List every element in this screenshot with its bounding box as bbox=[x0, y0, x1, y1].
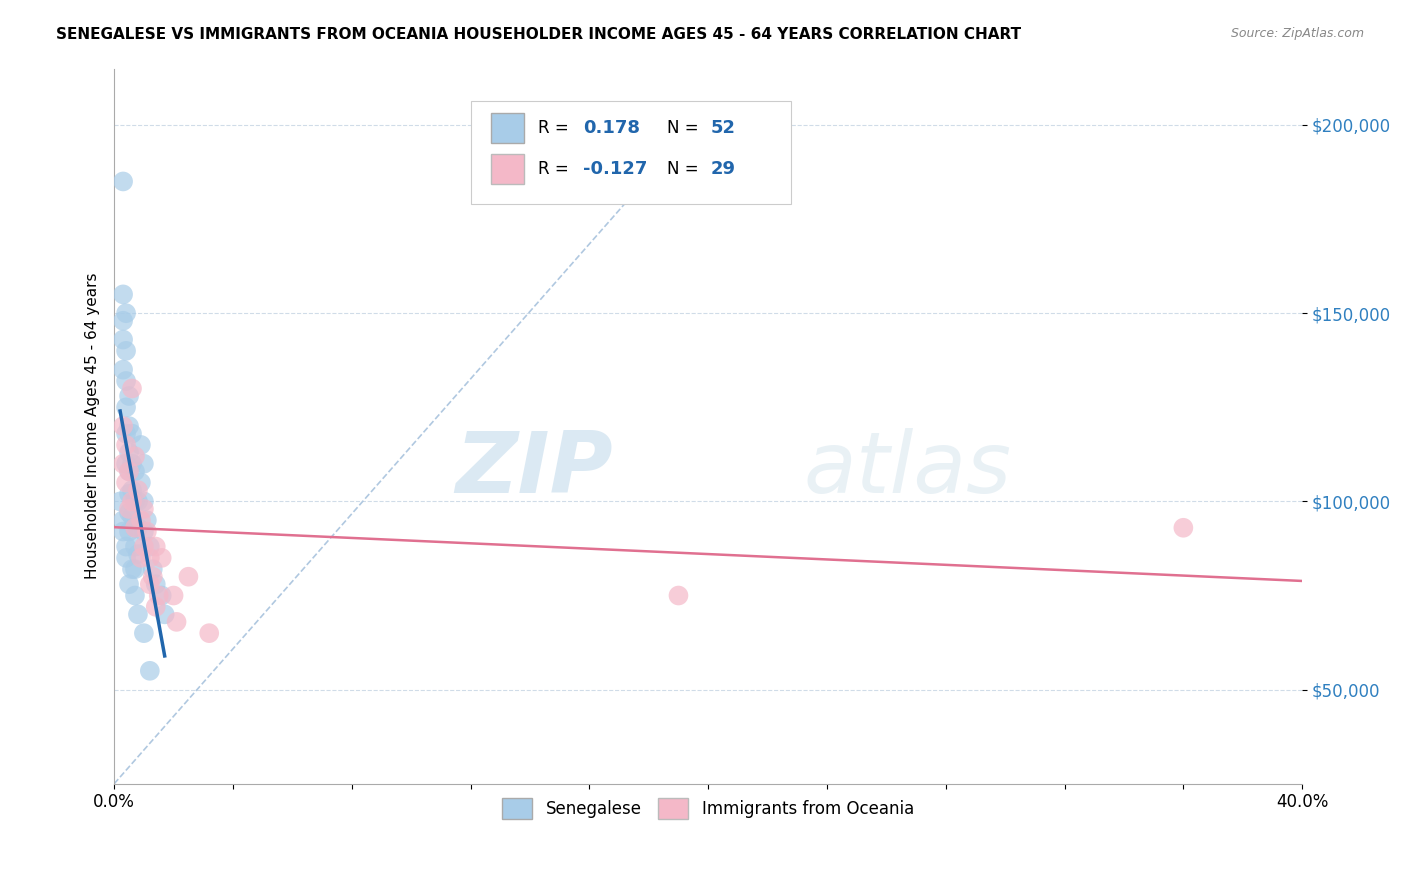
Point bbox=[148, 589, 170, 603]
Point bbox=[112, 457, 135, 471]
FancyBboxPatch shape bbox=[491, 154, 524, 185]
FancyBboxPatch shape bbox=[491, 113, 524, 143]
Text: ZIP: ZIP bbox=[456, 427, 613, 510]
Point bbox=[115, 306, 138, 320]
Point bbox=[135, 524, 157, 539]
Text: 29: 29 bbox=[710, 161, 735, 178]
Point bbox=[145, 540, 167, 554]
Point bbox=[118, 389, 141, 403]
Point bbox=[124, 521, 146, 535]
Point bbox=[139, 540, 162, 554]
FancyBboxPatch shape bbox=[471, 101, 792, 204]
Point bbox=[118, 524, 141, 539]
Text: atlas: atlas bbox=[803, 427, 1011, 510]
Point bbox=[121, 509, 143, 524]
Point bbox=[139, 550, 162, 565]
Point bbox=[112, 524, 135, 539]
Point bbox=[115, 374, 138, 388]
Point bbox=[177, 570, 200, 584]
Point bbox=[121, 494, 143, 508]
Point bbox=[129, 438, 152, 452]
Point bbox=[115, 438, 138, 452]
Text: Source: ZipAtlas.com: Source: ZipAtlas.com bbox=[1230, 27, 1364, 40]
Point bbox=[118, 487, 141, 501]
Point bbox=[129, 475, 152, 490]
Point bbox=[142, 570, 165, 584]
Point bbox=[162, 589, 184, 603]
Point bbox=[132, 626, 155, 640]
Point bbox=[112, 362, 135, 376]
Point bbox=[135, 513, 157, 527]
Point bbox=[127, 483, 149, 497]
Point bbox=[118, 502, 141, 516]
Text: 0.178: 0.178 bbox=[583, 119, 641, 136]
Point bbox=[129, 550, 152, 565]
Point bbox=[118, 577, 141, 591]
Point bbox=[127, 607, 149, 622]
Point bbox=[124, 521, 146, 535]
Point bbox=[153, 607, 176, 622]
Point bbox=[132, 457, 155, 471]
Point bbox=[129, 513, 152, 527]
Point bbox=[118, 464, 141, 478]
Point bbox=[112, 287, 135, 301]
Point bbox=[112, 419, 135, 434]
Point bbox=[121, 382, 143, 396]
Text: N =: N = bbox=[666, 161, 699, 178]
Point bbox=[115, 426, 138, 441]
Point bbox=[132, 540, 155, 554]
Point bbox=[127, 521, 149, 535]
Point bbox=[127, 547, 149, 561]
Point bbox=[124, 449, 146, 463]
Point bbox=[139, 577, 162, 591]
Point bbox=[115, 550, 138, 565]
Point bbox=[108, 494, 131, 508]
Point bbox=[142, 562, 165, 576]
Point bbox=[112, 174, 135, 188]
Point bbox=[124, 494, 146, 508]
Text: 52: 52 bbox=[710, 119, 735, 136]
Point bbox=[115, 540, 138, 554]
Point bbox=[668, 589, 690, 603]
Point bbox=[112, 333, 135, 347]
Point bbox=[124, 562, 146, 576]
Point bbox=[139, 664, 162, 678]
Point bbox=[166, 615, 188, 629]
Point bbox=[115, 457, 138, 471]
Point bbox=[124, 589, 146, 603]
Point bbox=[150, 589, 173, 603]
Text: SENEGALESE VS IMMIGRANTS FROM OCEANIA HOUSEHOLDER INCOME AGES 45 - 64 YEARS CORR: SENEGALESE VS IMMIGRANTS FROM OCEANIA HO… bbox=[56, 27, 1021, 42]
Point bbox=[118, 506, 141, 520]
Text: -0.127: -0.127 bbox=[583, 161, 648, 178]
Point bbox=[124, 540, 146, 554]
Point bbox=[112, 314, 135, 328]
Point bbox=[121, 457, 143, 471]
Point bbox=[121, 562, 143, 576]
Point bbox=[198, 626, 221, 640]
Point bbox=[118, 445, 141, 459]
Point bbox=[118, 464, 141, 478]
Point bbox=[132, 494, 155, 508]
Point bbox=[112, 513, 135, 527]
Point bbox=[127, 494, 149, 508]
Point bbox=[150, 550, 173, 565]
Text: N =: N = bbox=[666, 119, 699, 136]
Point bbox=[121, 483, 143, 497]
Legend: Senegalese, Immigrants from Oceania: Senegalese, Immigrants from Oceania bbox=[496, 792, 921, 825]
Point bbox=[124, 464, 146, 478]
Point bbox=[121, 426, 143, 441]
Y-axis label: Householder Income Ages 45 - 64 years: Householder Income Ages 45 - 64 years bbox=[86, 273, 100, 580]
Point bbox=[132, 524, 155, 539]
Point bbox=[1173, 521, 1195, 535]
Point bbox=[115, 343, 138, 358]
Text: R =: R = bbox=[538, 161, 569, 178]
Point bbox=[118, 419, 141, 434]
Point bbox=[145, 599, 167, 614]
Point bbox=[132, 502, 155, 516]
Point bbox=[115, 401, 138, 415]
Text: R =: R = bbox=[538, 119, 569, 136]
Point bbox=[145, 577, 167, 591]
Point bbox=[115, 475, 138, 490]
